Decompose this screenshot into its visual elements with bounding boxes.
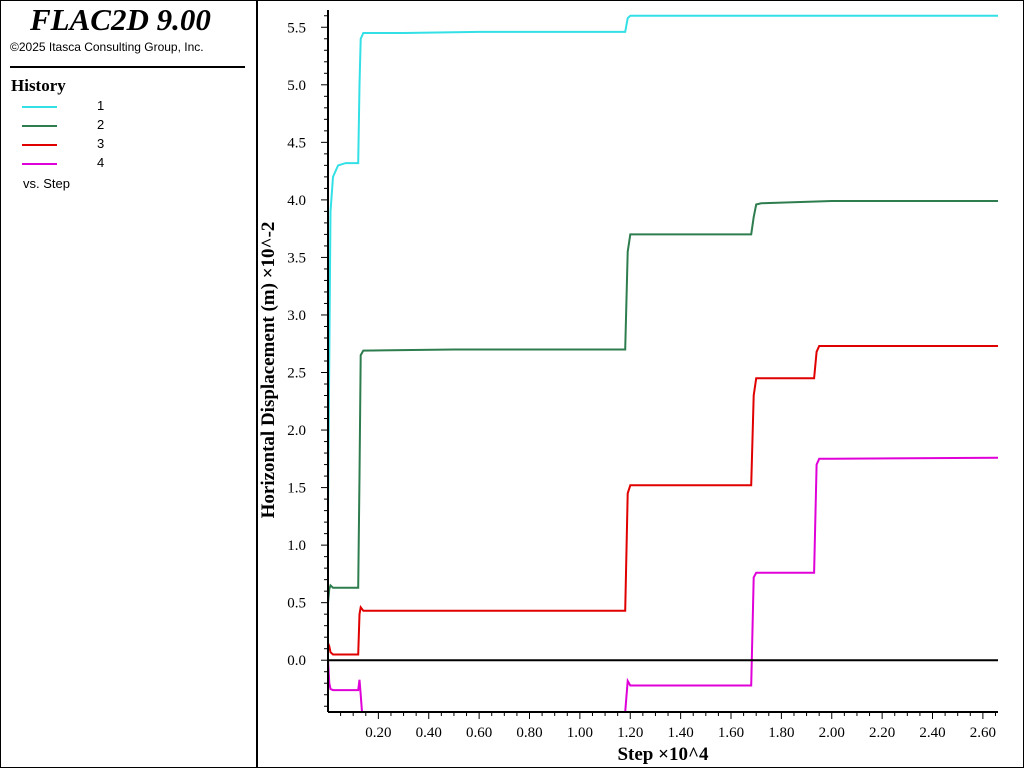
panel-divider: [256, 0, 258, 768]
legend-swatch-1: [22, 106, 57, 108]
y-tick-label: 0.0: [287, 653, 306, 669]
y-tick-label: 3.0: [287, 308, 306, 324]
legend-vs-step: vs. Step: [23, 176, 70, 191]
y-tick-label: 5.5: [287, 20, 306, 36]
x-tick-label: 1.20: [617, 725, 643, 741]
copyright-text: ©2025 Itasca Consulting Group, Inc.: [10, 40, 204, 54]
series-1-line: [327, 14, 998, 511]
app-title: FLAC2D 9.00: [30, 2, 211, 37]
legend-panel: FLAC2D 9.00 ©2025 Itasca Consulting Grou…: [0, 0, 256, 768]
x-tick-label: 0.20: [365, 725, 391, 741]
legend-label-2: 2: [97, 117, 105, 132]
y-tick-label: 1.5: [287, 481, 306, 497]
x-tick-label: 0.40: [416, 725, 442, 741]
legend-label-1: 1: [97, 98, 105, 113]
legend-swatch-3: [22, 144, 57, 146]
legend-label-3: 3: [97, 136, 105, 151]
legend-label-4: 4: [97, 155, 105, 170]
y-tick-label: 5.0: [287, 78, 306, 94]
x-tick-label: 1.40: [668, 725, 694, 741]
x-tick-label: 0.80: [516, 725, 542, 741]
y-tick-label: 2.0: [287, 423, 306, 439]
legend-item-1: 1: [22, 98, 222, 116]
x-tick-label: 2.00: [819, 725, 845, 741]
x-tick-label: 2.40: [919, 725, 945, 741]
series-3-line: [327, 345, 998, 656]
series-4-line: [327, 456, 999, 713]
y-axis-title: Horizontal Displacement (m) ×10^-2: [258, 222, 279, 519]
y-tick-label: 3.5: [287, 250, 306, 266]
x-tick-label: 1.60: [718, 725, 744, 741]
x-tick-label: 2.60: [970, 725, 996, 741]
legend-swatch-4: [22, 163, 57, 165]
x-tick-label: 1.00: [567, 725, 593, 741]
y-tick-label: 0.5: [287, 596, 306, 612]
legend-item-3: 3: [22, 136, 222, 154]
x-tick-label: 1.80: [768, 725, 794, 741]
x-tick-label: 0.60: [466, 725, 492, 741]
y-tick-label: 1.0: [287, 538, 306, 554]
legend-swatch-2: [22, 125, 57, 127]
series-2-line: [327, 200, 998, 603]
y-tick-label: 4.5: [287, 135, 306, 151]
legend-title: History: [11, 76, 66, 95]
x-tick-label: 2.20: [869, 725, 895, 741]
x-axis-title: Step ×10^4: [617, 744, 709, 765]
legend-divider: [10, 66, 245, 68]
legend-item-4: 4: [22, 155, 222, 173]
y-tick-label: 2.5: [287, 366, 306, 382]
y-tick-label: 4.0: [287, 193, 306, 209]
legend-item-2: 2: [22, 117, 222, 135]
